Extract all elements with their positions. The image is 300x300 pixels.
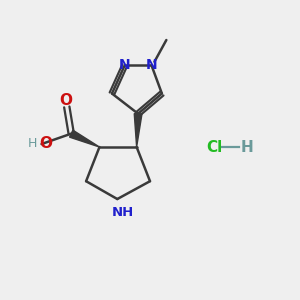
Text: N: N [118,58,130,72]
Text: NH: NH [112,206,134,219]
Text: Cl: Cl [206,140,222,154]
Text: H: H [27,137,37,150]
Text: H: H [240,140,253,154]
Text: N: N [146,58,158,72]
Polygon shape [70,130,100,147]
Text: O: O [39,136,52,151]
Text: O: O [60,93,73,108]
Polygon shape [134,114,142,147]
